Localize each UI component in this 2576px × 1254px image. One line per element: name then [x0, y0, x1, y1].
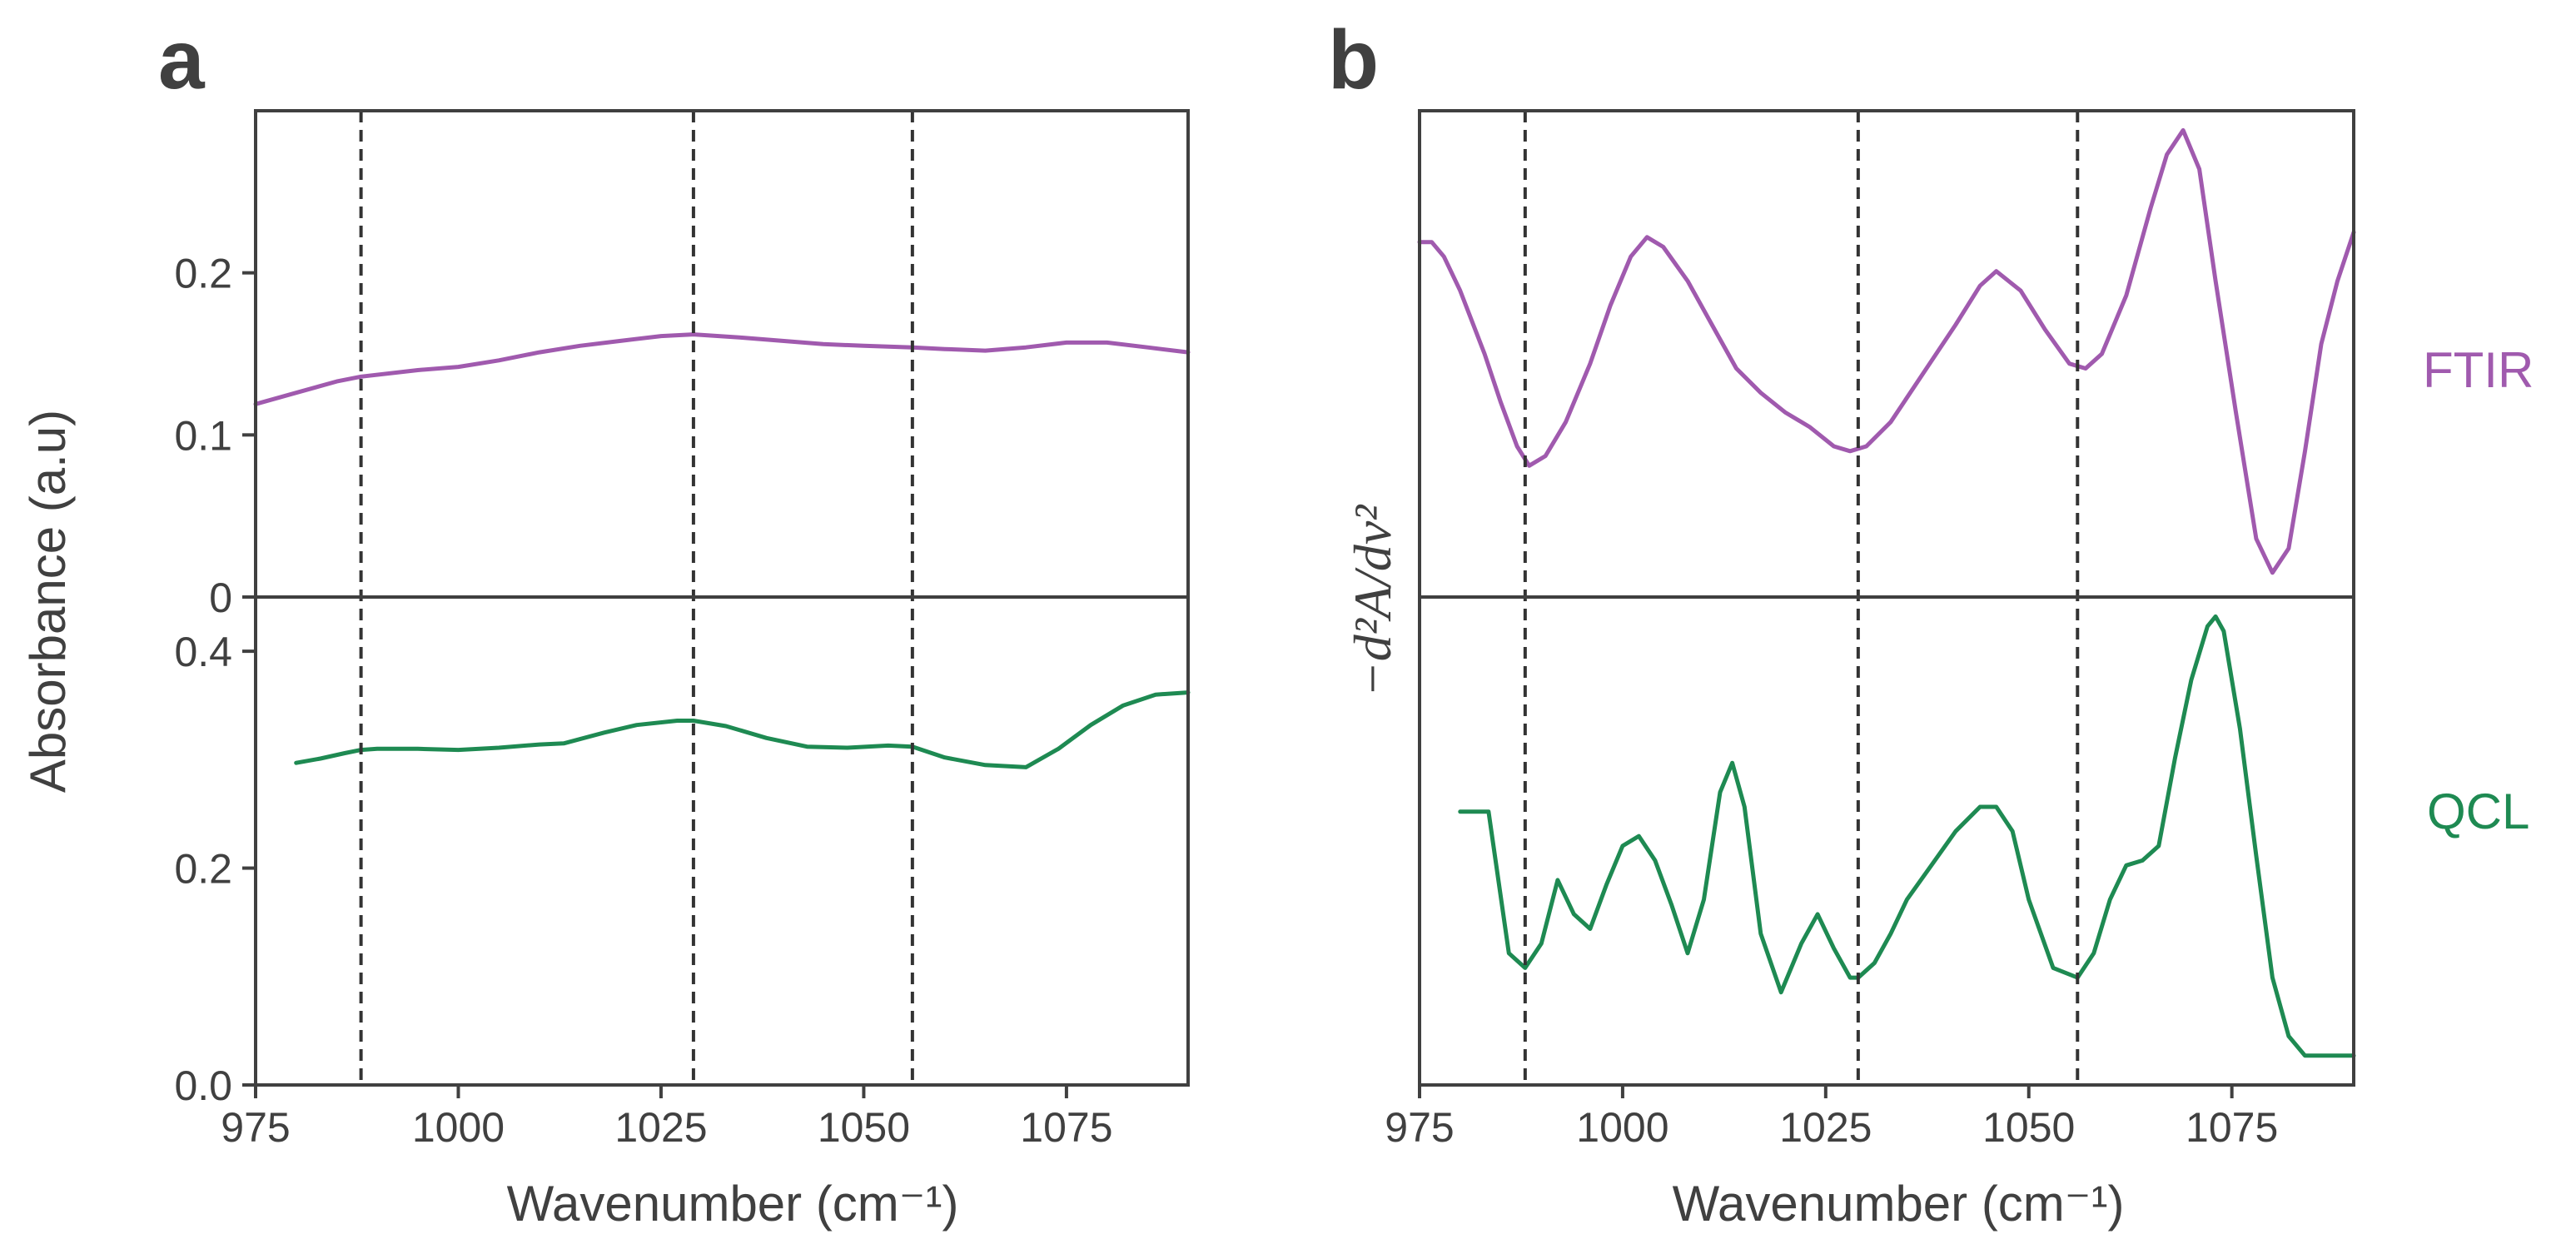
panel-a-x-tick-label: 1050	[818, 1104, 910, 1151]
panel-b-x-axis-label: Wavenumber (cm⁻¹)	[1673, 1176, 2125, 1232]
panel-b-frame	[1418, 109, 2355, 1087]
panel-a-x-tick-label: 1075	[1020, 1104, 1112, 1151]
panel-b-x-tick-label: 975	[1385, 1104, 1454, 1151]
panel-b-x-tick-label: 1075	[2186, 1104, 2278, 1151]
panel-a-ftir-y-tick-label: 0.2	[174, 251, 232, 297]
qcl-series-label: QCL	[2427, 784, 2529, 839]
panel-a-qcl-line	[294, 690, 1191, 769]
panel-a-x-tick-label: 1000	[412, 1104, 505, 1151]
panel-a-qcl-y-tick-label: 0.2	[174, 846, 232, 893]
panel-a-ftir-y-tick-label: 0	[209, 575, 232, 621]
panel-b-letter: b	[1328, 13, 1379, 107]
panel-b-y-axis-label: −d²A/dν²	[1343, 504, 1402, 698]
panel-a-x-tick-label: 975	[221, 1104, 290, 1151]
panel-a: 0 0.1 0.2 0.0 0.2 0.4 975 1000 1025 1050 1075 Wave…	[20, 109, 1191, 1232]
panel-b: 975 1000 1025 1050 1075 Wavenumber (cm⁻¹) −d…	[1343, 109, 2534, 1232]
panel-a-x-axis-label: Wavenumber (cm⁻¹)	[507, 1176, 959, 1232]
panel-a-ftir-line	[253, 332, 1191, 406]
panel-a-qcl-y-tick-label: 0.0	[174, 1062, 232, 1109]
panel-a-x-tick-label: 1025	[614, 1104, 707, 1151]
panel-a-qcl-y-tick-label: 0.4	[174, 629, 232, 675]
panel-a-ftir-y-tick-label: 0.1	[174, 412, 232, 459]
panel-b-x-tick-label: 1000	[1576, 1104, 1668, 1151]
ftir-series-label: FTIR	[2423, 342, 2534, 398]
panel-a-frame	[254, 109, 1190, 1087]
panel-a-y-axis-label: Absorbance (a.u)	[20, 410, 76, 793]
panel-b-x-tick-label: 1025	[1779, 1104, 1872, 1151]
panel-b-x-tick-label: 1050	[1982, 1104, 2075, 1151]
panel-b-qcl-line	[1458, 614, 2356, 1058]
panel-b-ftir-line	[1417, 127, 2356, 575]
panel-a-letter: a	[158, 13, 206, 107]
